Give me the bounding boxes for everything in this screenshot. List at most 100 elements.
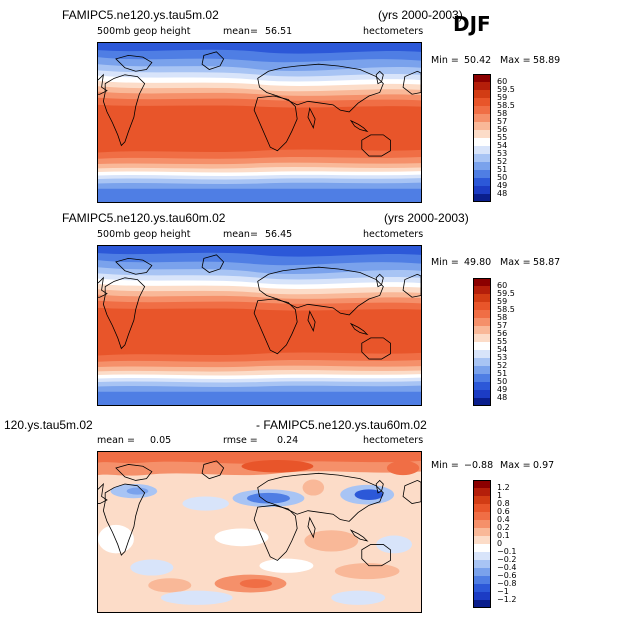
colorbar-label: 1 bbox=[497, 491, 503, 500]
panel2-colorbar-bin bbox=[473, 374, 491, 382]
panel3-colorbar-bin bbox=[473, 600, 491, 608]
colorbar-label: 59 bbox=[497, 297, 508, 306]
panel1-coastlines bbox=[98, 51, 421, 157]
colorbar-label: −0.6 bbox=[497, 571, 517, 580]
colorbar-label: 53 bbox=[497, 353, 508, 362]
panel1-colorbar bbox=[473, 74, 491, 202]
panel3-colorbar-bin bbox=[473, 536, 491, 544]
panel1-title-left: FAMIPC5.ne120.ys.tau5m.02 bbox=[62, 8, 219, 22]
panel3-colorbar-bin bbox=[473, 568, 491, 576]
panel2-units: hectometers bbox=[363, 229, 424, 240]
panel2-map-field bbox=[98, 246, 421, 405]
panel3-rmse-label: rmse = bbox=[223, 435, 258, 446]
panel3-colorbar-bin bbox=[473, 480, 491, 488]
panel3-rmse-value: 0.24 bbox=[277, 435, 299, 446]
panel1-max-label: Max = bbox=[500, 55, 531, 66]
panel1-colorbar-bin bbox=[473, 114, 491, 122]
colorbar-label: 0.2 bbox=[497, 523, 510, 532]
panel2-colorbar-bin bbox=[473, 286, 491, 294]
panel3-mean-value: 0.05 bbox=[150, 435, 172, 446]
panel3-max-label: Max = bbox=[500, 460, 531, 471]
panel1-min-value: 50.42 bbox=[464, 55, 492, 66]
colorbar-label: 58.5 bbox=[497, 101, 515, 110]
panel1-colorbar-bin bbox=[473, 194, 491, 202]
colorbar-label: 1.2 bbox=[497, 483, 510, 492]
panel1-colorbar-bin bbox=[473, 162, 491, 170]
panel2-colorbar-bin bbox=[473, 326, 491, 334]
colorbar-label: −1 bbox=[497, 587, 509, 596]
colorbar-label: 48 bbox=[497, 189, 508, 198]
panel3-mean-label: mean = bbox=[97, 435, 135, 446]
colorbar-label: 55 bbox=[497, 133, 508, 142]
panel3-colorbar-bin bbox=[473, 552, 491, 560]
panel2-colorbar-bin bbox=[473, 318, 491, 326]
panel2-colorbar-bin bbox=[473, 334, 491, 342]
colorbar-label: 52 bbox=[497, 157, 508, 166]
panel2-colorbar-bin bbox=[473, 390, 491, 398]
panel2-colorbar-bin bbox=[473, 294, 491, 302]
panel3-map bbox=[97, 451, 422, 613]
panel2-title-left: FAMIPC5.ne120.ys.tau60m.02 bbox=[62, 211, 226, 225]
panel3-title-left: 120.ys.tau5m.02 bbox=[4, 418, 93, 432]
panel2-max-label: Max = bbox=[500, 257, 531, 268]
panel3-colorbar-bin bbox=[473, 528, 491, 536]
colorbar-label: 50 bbox=[497, 377, 508, 386]
colorbar-label: 56 bbox=[497, 125, 508, 134]
panel2-min-label: Min = bbox=[431, 257, 459, 268]
colorbar-label: −0.8 bbox=[497, 579, 517, 588]
panel1-units: hectometers bbox=[363, 26, 424, 37]
panel1-map-field bbox=[98, 43, 421, 202]
colorbar-label: 0 bbox=[497, 539, 503, 548]
panel1-title-right: (yrs 2000-2003) bbox=[378, 8, 463, 22]
panel3-coastlines bbox=[98, 460, 421, 567]
colorbar-label: 59.5 bbox=[497, 289, 515, 298]
panel2-colorbar-bin bbox=[473, 382, 491, 390]
colorbar-label: −0.1 bbox=[497, 547, 517, 556]
panel1-colorbar-bin bbox=[473, 98, 491, 106]
panel1-colorbar-bin bbox=[473, 186, 491, 194]
panel3-colorbar-bin bbox=[473, 520, 491, 528]
panel1-colorbar-bin bbox=[473, 82, 491, 90]
colorbar-label: 49 bbox=[497, 385, 508, 394]
panel3-min-value: −0.88 bbox=[464, 460, 494, 471]
panel2-min-value: 49.80 bbox=[464, 257, 492, 268]
colorbar-label: 52 bbox=[497, 361, 508, 370]
panel1-colorbar-bin bbox=[473, 130, 491, 138]
panel1-colorbar-bin bbox=[473, 74, 491, 82]
panel2-colorbar-bin bbox=[473, 342, 491, 350]
panel1-mean-value: 56.51 bbox=[265, 26, 293, 37]
panel3-colorbar-bin bbox=[473, 488, 491, 496]
panel3-min-label: Min = bbox=[431, 460, 459, 471]
panel1-colorbar-bin bbox=[473, 154, 491, 162]
panel3-colorbar-bin bbox=[473, 560, 491, 568]
panel1-colorbar-bin bbox=[473, 122, 491, 130]
panel2-max-value: 58.87 bbox=[533, 257, 561, 268]
panel2-field-label: 500mb geop height bbox=[97, 229, 191, 240]
colorbar-label: −1.2 bbox=[497, 595, 517, 604]
panel3-colorbar bbox=[473, 480, 491, 608]
panel1-min-label: Min = bbox=[431, 55, 459, 66]
panel3-colorbar-bin bbox=[473, 544, 491, 552]
panel3-colorbar-bin bbox=[473, 592, 491, 600]
panel2-colorbar-bin bbox=[473, 366, 491, 374]
panel3-colorbar-bin bbox=[473, 576, 491, 584]
colorbar-label: 54 bbox=[497, 141, 508, 150]
colorbar-label: 53 bbox=[497, 149, 508, 158]
colorbar-label: 58 bbox=[497, 313, 508, 322]
colorbar-label: 50 bbox=[497, 173, 508, 182]
panel2-mean-value: 56.45 bbox=[265, 229, 293, 240]
panel2-colorbar-bin bbox=[473, 310, 491, 318]
colorbar-label: 60 bbox=[497, 281, 508, 290]
colorbar-label: 0.6 bbox=[497, 507, 510, 516]
panel1-field-label: 500mb geop height bbox=[97, 26, 191, 37]
colorbar-label: 48 bbox=[497, 393, 508, 402]
panel1-map bbox=[97, 42, 422, 203]
panel2-colorbar bbox=[473, 278, 491, 406]
colorbar-label: 58.5 bbox=[497, 305, 515, 314]
colorbar-label: 58 bbox=[497, 109, 508, 118]
colorbar-label: −0.4 bbox=[497, 563, 517, 572]
panel2-colorbar-bin bbox=[473, 350, 491, 358]
colorbar-label: 60 bbox=[497, 77, 508, 86]
panel2-coastlines bbox=[98, 254, 421, 360]
panel3-colorbar-bin bbox=[473, 584, 491, 592]
